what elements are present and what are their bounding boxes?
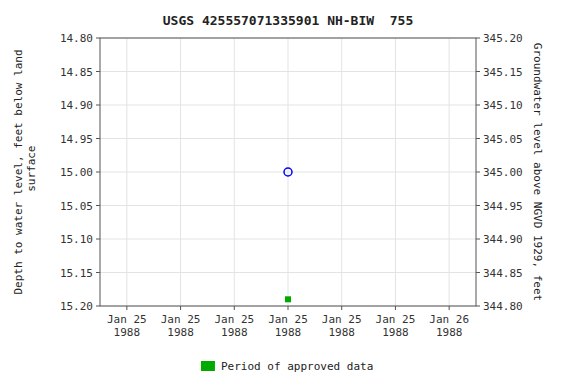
legend-label: Period of approved data — [221, 360, 373, 373]
tick — [476, 71, 480, 72]
tick-label: 345.00 — [483, 166, 523, 179]
text-line: 1988 — [436, 326, 463, 339]
point — [285, 296, 291, 302]
tick-label: 14.90 — [60, 99, 93, 112]
y2-label: Groundwater level above NGVD 1929, feet — [531, 43, 544, 301]
tick-label: 344.80 — [483, 300, 523, 313]
tick — [96, 239, 100, 240]
legend: Period of approved data — [201, 360, 373, 373]
tick — [476, 138, 480, 139]
y-label: Depth to water level, feet below land su… — [12, 49, 38, 294]
marks — [284, 168, 292, 302]
background — [0, 0, 576, 384]
tick — [476, 306, 480, 307]
tick-label: Jan 251988 — [268, 313, 308, 339]
grid-line — [288, 38, 289, 306]
grid-line — [395, 38, 396, 306]
tick — [96, 306, 100, 307]
grid-line — [126, 38, 127, 306]
y-axis: 14.80 14.85 14.90 14.95 15.00 15.05 15.10 15.15… — [60, 32, 100, 313]
tick-label: 345.05 — [483, 133, 523, 146]
tick-label: 345.15 — [483, 66, 523, 79]
tick — [476, 205, 480, 206]
grid-line — [341, 38, 342, 306]
tick — [96, 172, 100, 173]
text-line: Jan 25 — [376, 313, 416, 326]
tick-label: Jan 251988 — [376, 313, 416, 339]
text-line: Jan 25 — [107, 313, 147, 326]
tick-label: 14.85 — [60, 66, 93, 79]
text-line: 1988 — [221, 326, 248, 339]
tick — [96, 272, 100, 273]
text-line: 1988 — [114, 326, 141, 339]
tick-label: 344.85 — [483, 267, 523, 280]
chart: 14.80 14.85 14.90 14.95 15.00 15.05 15.10 15.15… — [0, 0, 576, 384]
y2-axis: 344.80 344.85 344.90 344.95 345.00 345.05 345.… — [476, 32, 523, 313]
tick — [180, 306, 181, 310]
tick — [341, 306, 342, 310]
tick — [476, 272, 480, 273]
tick — [234, 306, 235, 310]
tick-label: 14.95 — [60, 133, 93, 146]
tick — [476, 239, 480, 240]
tick-label: Jan 251988 — [322, 313, 362, 339]
text-line: Depth to water level, feet below land — [12, 49, 25, 294]
tick-label: Jan 251988 — [161, 313, 201, 339]
tick — [476, 172, 480, 173]
tick-label: 15.15 — [60, 267, 93, 280]
tick-label: 15.00 — [60, 166, 93, 179]
tick-label: 344.95 — [483, 200, 523, 213]
text-line: Jan 25 — [214, 313, 254, 326]
grid-line — [234, 38, 235, 306]
tick — [126, 306, 127, 310]
text-line: Jan 25 — [268, 313, 308, 326]
grid-line — [449, 38, 450, 306]
tick — [96, 38, 100, 39]
text-line: Jan 25 — [161, 313, 201, 326]
tick-label: 344.90 — [483, 233, 523, 246]
plot-frame — [100, 38, 476, 306]
text-line: 1988 — [167, 326, 194, 339]
title: USGS 425557071335901 NH-BIW 755 — [163, 13, 413, 28]
grid — [100, 38, 476, 306]
tick — [96, 105, 100, 106]
tick — [476, 105, 480, 106]
text-line: Jan 25 — [322, 313, 362, 326]
point — [284, 168, 292, 176]
text-line: 1988 — [328, 326, 355, 339]
legend-swatch — [201, 361, 215, 371]
tick — [96, 138, 100, 139]
tick-label: 15.20 — [60, 300, 93, 313]
text-line: 1988 — [382, 326, 409, 339]
tick-label: 15.05 — [60, 200, 93, 213]
tick — [476, 38, 480, 39]
tick — [288, 306, 289, 310]
tick-label: 345.10 — [483, 99, 523, 112]
tick-label: Jan 261988 — [429, 313, 469, 339]
tick-label: Jan 251988 — [107, 313, 147, 339]
tick — [96, 71, 100, 72]
x-axis: Jan 251988Jan 251988Jan 251988Jan 251988… — [107, 306, 469, 339]
tick — [96, 205, 100, 206]
tick-label: 345.20 — [483, 32, 523, 45]
text-line: Jan 26 — [429, 313, 469, 326]
tick-label: Jan 251988 — [214, 313, 254, 339]
tick-label: 15.10 — [60, 233, 93, 246]
text-line: 1988 — [275, 326, 302, 339]
tick-label: 14.80 — [60, 32, 93, 45]
tick — [449, 306, 450, 310]
text-line: surface — [25, 146, 38, 199]
tick — [395, 306, 396, 310]
grid-line — [180, 38, 181, 306]
